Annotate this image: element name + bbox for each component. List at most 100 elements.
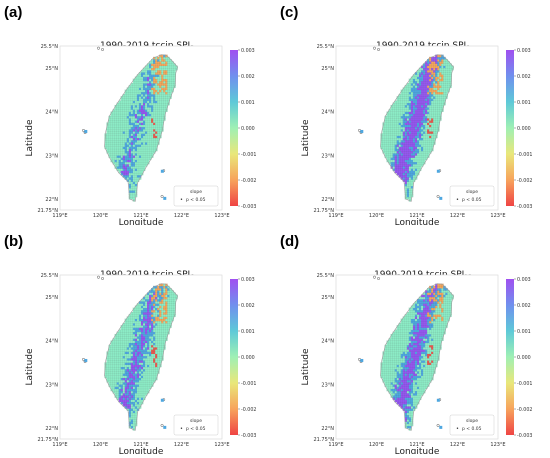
legend: slope• p < 0.05 [449,185,495,207]
island [373,46,376,50]
grid-cell [122,115,126,119]
grid-cell [402,174,406,178]
grid-cell [410,104,414,108]
grid-cell [126,168,130,171]
grid-cell [386,128,389,132]
grid-cell [122,109,126,112]
grid-cell [134,148,138,152]
x-tick-label: 123°E [214,213,229,219]
grid-cell [427,320,430,324]
grid-cell [126,109,130,112]
grid-cell [422,329,426,333]
grid-cell [439,316,442,320]
grid-cell [134,312,138,315]
grid-cell [414,168,418,171]
grid-cell [122,357,126,361]
y-tick-label: 21.75°N [37,437,58,443]
grid-cell [142,69,146,73]
grid-cell [167,314,170,317]
grid-cell [414,159,418,163]
grid-cell [167,65,170,69]
grid-cell [418,325,422,328]
grid-cell [138,362,142,366]
grid-cell [422,377,426,381]
grid-cell [122,137,126,141]
grid-cell [408,196,412,200]
grid-cell [110,128,113,132]
grid-cell [122,399,126,403]
grid-cell [151,307,154,311]
grid-cell [130,170,134,174]
grid-cell [138,172,142,176]
grid-cell [142,349,146,352]
grid-cell [163,76,166,80]
grid-cell [439,98,442,102]
grid-cell [431,80,434,84]
grid-cell [398,362,402,366]
grid-cell [114,113,118,117]
grid-cell [414,360,418,363]
grid-cell [110,368,113,372]
grid-cell [138,353,142,357]
grid-cell [439,72,442,75]
grid-cell [390,342,394,346]
grid-cell [114,128,118,132]
grid-cell [126,111,130,115]
grid-cell [443,63,446,67]
grid-cell [126,94,130,97]
grid-cell [427,148,430,152]
grid-cell [126,368,130,372]
grid-cell [138,360,142,363]
grid-cell [155,107,158,110]
grid-cell [394,148,398,152]
grid-cell [138,333,142,337]
grid-cell [114,353,118,357]
colorbar-tick-label: -0.002 [517,178,532,184]
grid-cell [398,353,402,357]
grid-cell [134,78,138,82]
grid-cell [122,113,126,117]
grid-cell [394,161,398,165]
grid-cell [410,170,414,174]
grid-cell [146,113,150,117]
grid-cell [410,109,414,112]
grid-cell [410,384,414,387]
grid-cell [418,333,422,337]
grid-cell [427,89,430,93]
grid-cell [146,349,150,352]
grid-cell [151,78,154,82]
grid-cell [410,155,414,158]
grid-cell [171,69,174,73]
grid-cell [159,124,162,128]
grid-cell [394,163,398,167]
grid-cell [422,336,426,339]
grid-cell [114,124,118,128]
x-axis-label: Longitude [119,218,164,225]
grid-cell [410,144,414,147]
grid-cell [142,153,146,156]
grid-cell [410,333,414,337]
grid-cell [171,67,174,71]
grid-cell [418,364,422,368]
grid-cell [130,406,134,409]
grid-cell [406,96,410,99]
grid-cell [167,59,170,62]
grid-cell [138,104,142,108]
grid-cell [414,351,418,355]
grid-cell [427,357,430,361]
grid-cell [431,128,434,132]
grid-cell [443,320,446,324]
grid-cell [447,74,450,77]
grid-cell [126,362,130,366]
grid-cell [126,91,130,95]
grid-cell [398,333,402,337]
grid-cell [159,89,162,93]
grid-cell [110,353,113,357]
grid-cell [410,87,414,91]
grid-cell [171,83,174,86]
grid-cell [439,96,442,99]
grid-cell [418,362,422,366]
grid-cell [126,403,130,407]
grid-cell [418,83,422,86]
grid-cell [122,161,126,165]
